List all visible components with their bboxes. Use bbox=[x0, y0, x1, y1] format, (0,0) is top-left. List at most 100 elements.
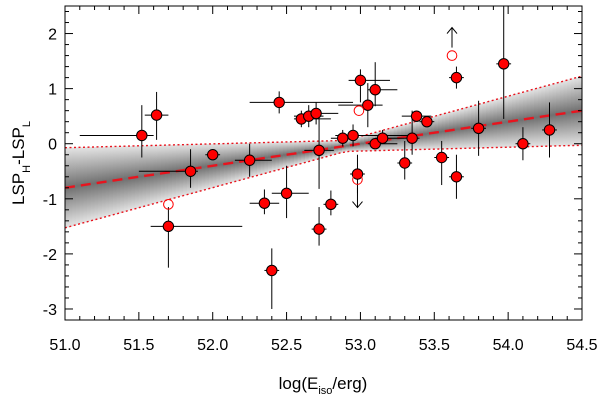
data-point bbox=[184, 165, 197, 177]
data-point bbox=[337, 132, 349, 144]
x-tick-label: 51.0 bbox=[49, 337, 80, 354]
x-axis-label: log(Eiso/erg) bbox=[279, 374, 368, 397]
band-slice bbox=[360, 135, 365, 151]
plot-frame bbox=[64, 5, 583, 321]
band-slice bbox=[168, 144, 173, 200]
x-tick-label: 53.0 bbox=[345, 337, 376, 354]
band-slice bbox=[124, 146, 129, 212]
data-point bbox=[410, 110, 423, 122]
data-point bbox=[280, 187, 293, 199]
band-lower-bound bbox=[65, 144, 582, 229]
y-tick-label: -3 bbox=[43, 302, 57, 319]
x-tick-label: 54.0 bbox=[493, 337, 524, 354]
band-slice bbox=[264, 142, 269, 174]
data-point bbox=[313, 223, 325, 235]
data-point bbox=[376, 132, 389, 144]
data-point bbox=[472, 122, 485, 134]
limit-point bbox=[446, 50, 458, 61]
band-slice bbox=[153, 145, 158, 204]
data-point bbox=[347, 129, 359, 142]
x-tick-label: 52.0 bbox=[197, 337, 228, 354]
limit-point bbox=[163, 199, 174, 210]
band-slice bbox=[548, 84, 554, 147]
band-slice bbox=[297, 141, 302, 164]
band-slice bbox=[330, 140, 336, 155]
x-tick-label: 53.5 bbox=[419, 337, 450, 354]
band-upper-bound bbox=[65, 75, 582, 149]
band-slice bbox=[456, 109, 461, 149]
data-point bbox=[351, 168, 364, 180]
data-point bbox=[399, 157, 411, 169]
data-point bbox=[362, 99, 374, 111]
band-slice bbox=[567, 79, 572, 146]
band-slice bbox=[485, 101, 491, 148]
y-tick-label: 1 bbox=[48, 82, 57, 99]
tick-layer bbox=[64, 6, 583, 321]
data-point bbox=[162, 220, 175, 233]
y-axis-label: LSPH-LSPL bbox=[9, 121, 33, 205]
data-point bbox=[266, 264, 278, 277]
band-slice bbox=[157, 145, 162, 203]
band-slice bbox=[231, 143, 236, 183]
band-slice bbox=[563, 80, 568, 146]
data-point bbox=[136, 129, 148, 142]
band-slice bbox=[90, 147, 96, 221]
data-point bbox=[325, 198, 337, 211]
band-slice bbox=[389, 127, 395, 151]
band-slice bbox=[441, 113, 446, 149]
band-slice bbox=[341, 140, 347, 152]
data-point bbox=[354, 74, 367, 87]
band-slice bbox=[489, 100, 494, 148]
y-tick-label: -1 bbox=[43, 192, 57, 209]
band-slice bbox=[201, 144, 206, 191]
band-slice bbox=[533, 88, 539, 147]
data-point bbox=[243, 154, 256, 166]
data-point bbox=[310, 107, 322, 120]
point-layer bbox=[136, 26, 556, 277]
band-slice bbox=[452, 110, 458, 149]
data-point bbox=[435, 151, 448, 164]
band-slice bbox=[519, 92, 524, 147]
band-slice bbox=[282, 142, 288, 169]
tick-label-layer: 51.0 51.5 52.0 52.5 53.0 53.5 54.0 54.5 -3 -2 -1 0 1… bbox=[43, 27, 598, 354]
band-slice bbox=[437, 114, 443, 149]
band-slice bbox=[327, 140, 332, 156]
band-slice bbox=[234, 143, 240, 182]
band-slice bbox=[552, 83, 557, 146]
y-tick-label: 2 bbox=[48, 27, 57, 44]
data-point bbox=[406, 132, 418, 144]
data-point bbox=[258, 197, 271, 209]
band-slice bbox=[138, 145, 144, 208]
x-tick-label: 51.5 bbox=[123, 337, 154, 354]
data-point bbox=[369, 84, 381, 96]
data-point bbox=[150, 109, 163, 121]
band-slice bbox=[345, 139, 350, 152]
y-tick-label: -2 bbox=[43, 247, 57, 264]
data-point bbox=[313, 144, 325, 157]
band-slice bbox=[109, 146, 114, 216]
band-slice bbox=[120, 146, 125, 213]
data-point bbox=[207, 149, 219, 161]
limit-arrow-head bbox=[446, 26, 458, 34]
limit-point bbox=[352, 174, 363, 185]
data-point bbox=[450, 171, 463, 183]
data-point bbox=[450, 71, 463, 84]
band-slice bbox=[220, 143, 225, 186]
limit-point bbox=[353, 105, 365, 116]
band-slice bbox=[279, 142, 284, 170]
data-point bbox=[498, 58, 510, 70]
data-point bbox=[543, 124, 556, 136]
band-slice bbox=[500, 97, 506, 148]
band-slice bbox=[504, 96, 509, 148]
band-slice bbox=[216, 143, 221, 187]
limit-arrow-head bbox=[352, 201, 363, 209]
x-tick-label: 54.5 bbox=[566, 337, 597, 354]
band-slice bbox=[76, 147, 81, 225]
data-point bbox=[421, 115, 433, 128]
x-tick-label: 52.5 bbox=[271, 337, 302, 354]
data-point bbox=[273, 96, 285, 109]
band-slice bbox=[423, 118, 428, 150]
band-slice bbox=[105, 146, 110, 217]
y-tick-label: 0 bbox=[48, 137, 57, 154]
